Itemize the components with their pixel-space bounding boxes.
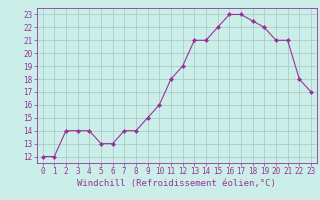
X-axis label: Windchill (Refroidissement éolien,°C): Windchill (Refroidissement éolien,°C)	[77, 179, 276, 188]
